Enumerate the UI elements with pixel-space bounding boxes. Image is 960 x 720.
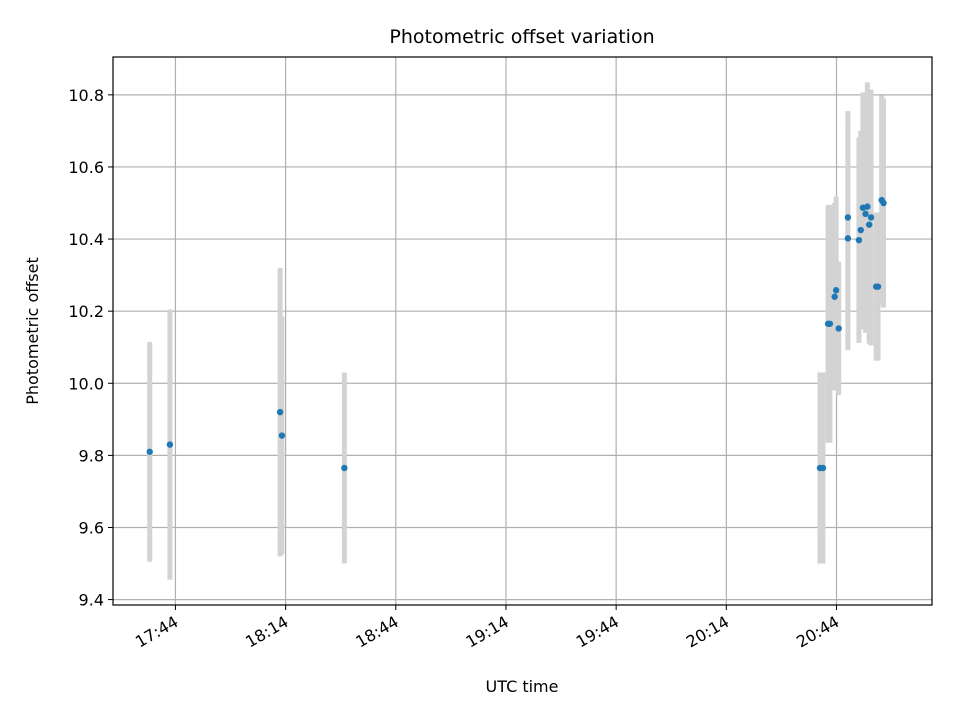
data-point xyxy=(844,235,852,242)
y-tick-label: 10.0 xyxy=(68,374,104,393)
data-point xyxy=(862,210,869,218)
y-tick-label: 10.4 xyxy=(68,230,104,249)
data-point xyxy=(855,236,863,244)
grid-lines xyxy=(113,57,932,605)
data-point xyxy=(867,214,875,221)
data-point xyxy=(880,199,887,207)
data-points xyxy=(146,196,887,472)
y-axis-label: Photometric offset xyxy=(23,257,42,405)
data-point xyxy=(874,283,882,290)
data-point xyxy=(826,320,834,327)
data-point xyxy=(865,221,873,228)
chart-title: Photometric offset variation xyxy=(389,26,654,48)
plot-frame xyxy=(112,56,933,606)
y-tick-label: 10.6 xyxy=(68,158,104,177)
data-point xyxy=(276,408,284,416)
y-tick-label: 9.8 xyxy=(79,446,104,465)
data-point xyxy=(844,214,852,221)
y-tick-label: 9.4 xyxy=(79,591,104,610)
y-tick-label: 9.6 xyxy=(79,518,104,537)
data-point xyxy=(146,448,153,455)
data-point xyxy=(864,203,871,210)
data-point xyxy=(857,226,864,234)
y-tick-label: 10.2 xyxy=(68,302,104,321)
x-axis-label: UTC time xyxy=(486,677,559,696)
data-point xyxy=(832,287,840,294)
y-tick-label: 10.8 xyxy=(68,86,104,105)
data-point xyxy=(278,432,286,439)
data-point xyxy=(831,293,838,300)
data-point xyxy=(341,464,348,472)
data-point xyxy=(835,325,842,332)
data-point xyxy=(819,464,827,472)
data-point xyxy=(166,441,174,448)
